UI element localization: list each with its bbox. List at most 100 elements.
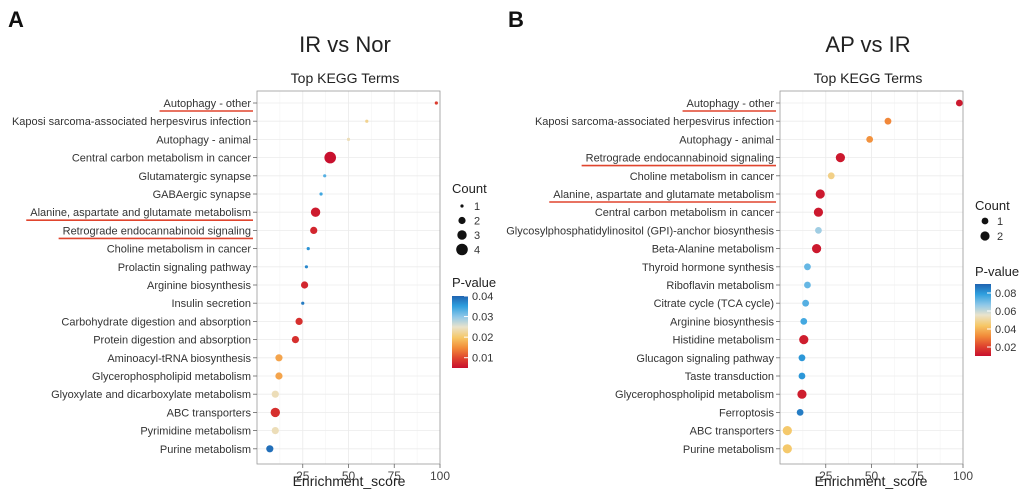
x-tick-label: 75 (911, 469, 925, 483)
pvalue-tick-label: 0.06 (995, 306, 1016, 318)
count-legend-dot (980, 231, 990, 241)
data-point (955, 99, 963, 107)
x-tick-label: 50 (342, 469, 356, 483)
category-label: Carbohydrate digestion and absorption (61, 316, 251, 328)
count-legend-dot (457, 230, 467, 240)
data-point (434, 101, 438, 105)
category-label: Autophagy - animal (156, 134, 251, 146)
data-point (802, 299, 810, 307)
grid-b (780, 91, 964, 464)
pvalue-colorbar-a (452, 296, 468, 368)
data-point (275, 354, 283, 362)
category-label: Ferroptosis (719, 407, 775, 419)
data-point (271, 390, 279, 398)
x-tick-label: 25 (296, 469, 310, 483)
data-point (310, 207, 321, 217)
chart-title-b: AP vs IR (825, 32, 910, 57)
pvalue-legend-title-a: P-value (452, 275, 496, 290)
category-label: GABAergic synapse (153, 189, 251, 201)
data-point (798, 354, 806, 362)
category-label: Retrograde endocannabinoid signaling (586, 153, 774, 165)
x-tick-label: 50 (865, 469, 879, 483)
points-b (782, 99, 963, 454)
data-point (815, 189, 825, 199)
pvalue-ticks-b: 0.08 0.06 0.04 0.02 (987, 288, 1016, 354)
pvalue-colorbar-b (975, 284, 991, 356)
data-point (346, 137, 351, 141)
data-point (306, 247, 310, 251)
data-point (295, 317, 303, 325)
category-label: Purine metabolism (683, 444, 774, 456)
data-point (799, 335, 809, 345)
data-point (866, 136, 874, 143)
chart-panel-a: A IR vs Nor Top KEGG Terms Autophagy - o… (8, 7, 496, 489)
category-label: Purine metabolism (160, 444, 251, 456)
category-label: Taste transduction (685, 371, 774, 383)
count-legend-label: 1 (474, 201, 480, 213)
data-point (319, 192, 323, 196)
data-point (815, 227, 822, 234)
data-point (324, 151, 337, 164)
pvalue-ticks-a: 0.04 0.03 0.02 0.01 (464, 291, 493, 365)
count-legend-dot (458, 216, 466, 225)
panel-letter-b: B (508, 7, 524, 32)
data-point (271, 427, 279, 435)
category-label: Autophagy - other (687, 98, 775, 110)
count-legend-a: 1 2 3 4 (456, 201, 480, 257)
grid-a (257, 91, 441, 464)
x-tick-label: 25 (819, 469, 833, 483)
count-legend-b: 12 (980, 216, 1003, 243)
x-axis-b: 25 50 75 100 (819, 464, 973, 483)
chart-title-a: IR vs Nor (299, 32, 391, 57)
data-point (266, 445, 274, 453)
count-legend-title-b: Count (975, 198, 1010, 213)
category-label: Central carbon metabolism in cancer (595, 207, 774, 219)
category-label: Glyoxylate and dicarboxylate metabolism (51, 389, 251, 401)
panel-letter-a: A (8, 7, 24, 32)
data-point (310, 226, 318, 234)
category-label: Retrograde endocannabinoid signaling (63, 225, 251, 237)
x-tick-label: 75 (388, 469, 402, 483)
category-label: Histidine metabolism (673, 335, 774, 347)
count-legend-title-a: Count (452, 181, 487, 196)
pvalue-tick-label: 0.08 (995, 288, 1016, 300)
data-point (813, 207, 824, 217)
data-point (291, 336, 300, 344)
pvalue-tick-label: 0.02 (995, 342, 1016, 354)
chart-subtitle-b: Top KEGG Terms (814, 70, 923, 86)
category-label: ABC transporters (167, 407, 252, 419)
data-point (300, 281, 309, 289)
category-label: Kaposi sarcoma-associated herpesvirus in… (12, 116, 251, 128)
category-labels-b: Autophagy - other Kaposi sarcoma-associat… (506, 98, 780, 456)
category-label: Glycerophospholipid metabolism (92, 371, 251, 383)
count-legend-dot (981, 217, 989, 225)
data-point (812, 244, 822, 254)
count-legend-label: 2 (474, 216, 480, 228)
count-legend-label: 1 (997, 216, 1003, 228)
category-label: Glutamatergic synapse (139, 171, 252, 183)
category-label: Insulin secretion (172, 298, 252, 310)
data-point (884, 117, 892, 125)
data-point (804, 263, 811, 271)
pvalue-tick-label: 0.02 (472, 332, 493, 344)
category-label: Choline metabolism in cancer (630, 171, 775, 183)
category-label: Prolactin signaling pathway (118, 262, 252, 274)
highlight-underlines-b (549, 110, 776, 203)
category-label: Autophagy - other (164, 98, 252, 110)
count-legend-dot (456, 243, 468, 256)
x-axis-title-b: Enrichment_score (815, 473, 928, 489)
category-label: Pyrimidine metabolism (140, 426, 251, 438)
category-label: Beta-Alanine metabolism (652, 244, 774, 256)
data-point (323, 174, 327, 178)
data-point (796, 409, 804, 416)
pvalue-tick-label: 0.04 (995, 324, 1016, 336)
category-label: Protein digestion and absorption (93, 335, 251, 347)
pvalue-tick-label: 0.04 (472, 291, 493, 303)
data-point (835, 153, 845, 163)
x-axis-title-a: Enrichment_score (293, 473, 406, 489)
data-point (365, 119, 369, 123)
x-tick-label: 100 (953, 469, 973, 483)
data-point (782, 444, 792, 454)
category-label: Glycerophospholipid metabolism (615, 389, 774, 401)
